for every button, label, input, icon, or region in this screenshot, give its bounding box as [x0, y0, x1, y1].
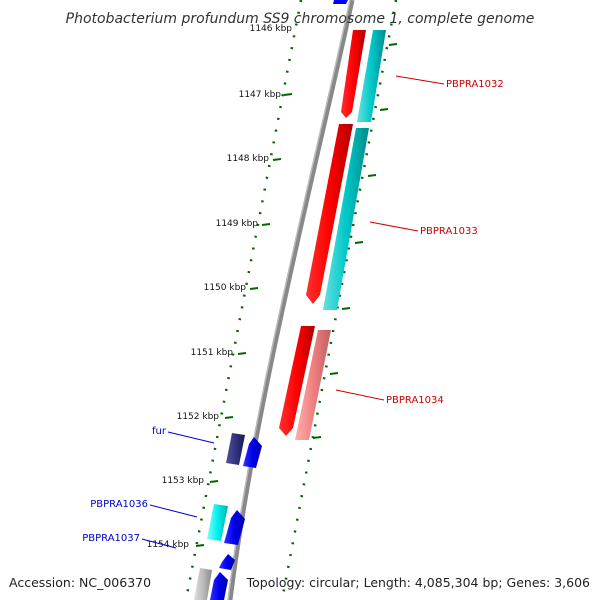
tick-label-1147: 1147 kbp — [239, 90, 282, 100]
gene-label-pbpra1034[interactable]: PBPRA1034 — [386, 395, 444, 406]
gene-pbpra1037[interactable] — [219, 554, 235, 570]
tick-label-1148: 1148 kbp — [227, 154, 270, 164]
genome-summary-text: Topology: circular; Length: 4,085,304 bp… — [246, 575, 590, 590]
gene-pbpra1033-rna[interactable] — [323, 128, 369, 310]
gene-lower-blue — [210, 572, 228, 600]
gene-fur-dark[interactable] — [226, 433, 245, 465]
outer-major-ticks — [312, 43, 398, 439]
tick-label-1146: 1146 kbp — [250, 24, 293, 34]
gene-pbpra1032-cds[interactable] — [341, 30, 366, 118]
accession-text: Accession: NC_006370 — [9, 575, 151, 590]
map-title: Photobacterium profundum SS9 chromosome … — [66, 11, 535, 27]
reverse-genes — [194, 433, 262, 600]
forward-genes — [279, 0, 386, 440]
inner-major-ticks — [195, 93, 293, 547]
tick-label-1153: 1153 kbp — [162, 476, 205, 486]
gene-fur[interactable] — [243, 437, 262, 468]
gene-pbpra1034-pseudo[interactable] — [295, 330, 331, 440]
gene-label-pbpra1036[interactable]: PBPRA1036 — [90, 499, 148, 510]
gene-pbpra1034-cds[interactable] — [279, 326, 315, 436]
outer-tick-track — [280, 0, 398, 600]
tick-label-1151: 1151 kbp — [191, 348, 234, 358]
gene-pbpra1032-rna[interactable] — [357, 30, 386, 122]
tick-labels: 1146 kbp 1147 kbp 1148 kbp 1149 kbp 1150… — [147, 24, 293, 550]
tick-label-1154: 1154 kbp — [147, 540, 190, 550]
gene-labels: PBPRA1032 PBPRA1033 PBPRA1034 fur PBPRA1… — [82, 79, 504, 544]
gene-label-pbpra1033[interactable]: PBPRA1033 — [420, 226, 478, 237]
gene-label-fur[interactable]: fur — [152, 426, 167, 437]
tick-label-1152: 1152 kbp — [177, 412, 220, 422]
gene-label-pbpra1037[interactable]: PBPRA1037 — [82, 533, 140, 544]
gene-leader-lines — [141, 75, 445, 549]
genome-backbone — [227, 0, 355, 600]
gene-top-partial — [333, 0, 348, 4]
gene-label-pbpra1032[interactable]: PBPRA1032 — [446, 79, 504, 90]
gene-pbpra1036[interactable] — [224, 510, 245, 545]
genome-backbone-highlight — [227, 0, 351, 600]
gene-pbpra1036-rna[interactable] — [207, 504, 228, 541]
tick-label-1150: 1150 kbp — [204, 283, 247, 293]
tick-label-1149: 1149 kbp — [216, 219, 259, 229]
gene-pbpra1033-cds[interactable] — [306, 124, 353, 304]
gene-lower-grey — [194, 568, 212, 600]
